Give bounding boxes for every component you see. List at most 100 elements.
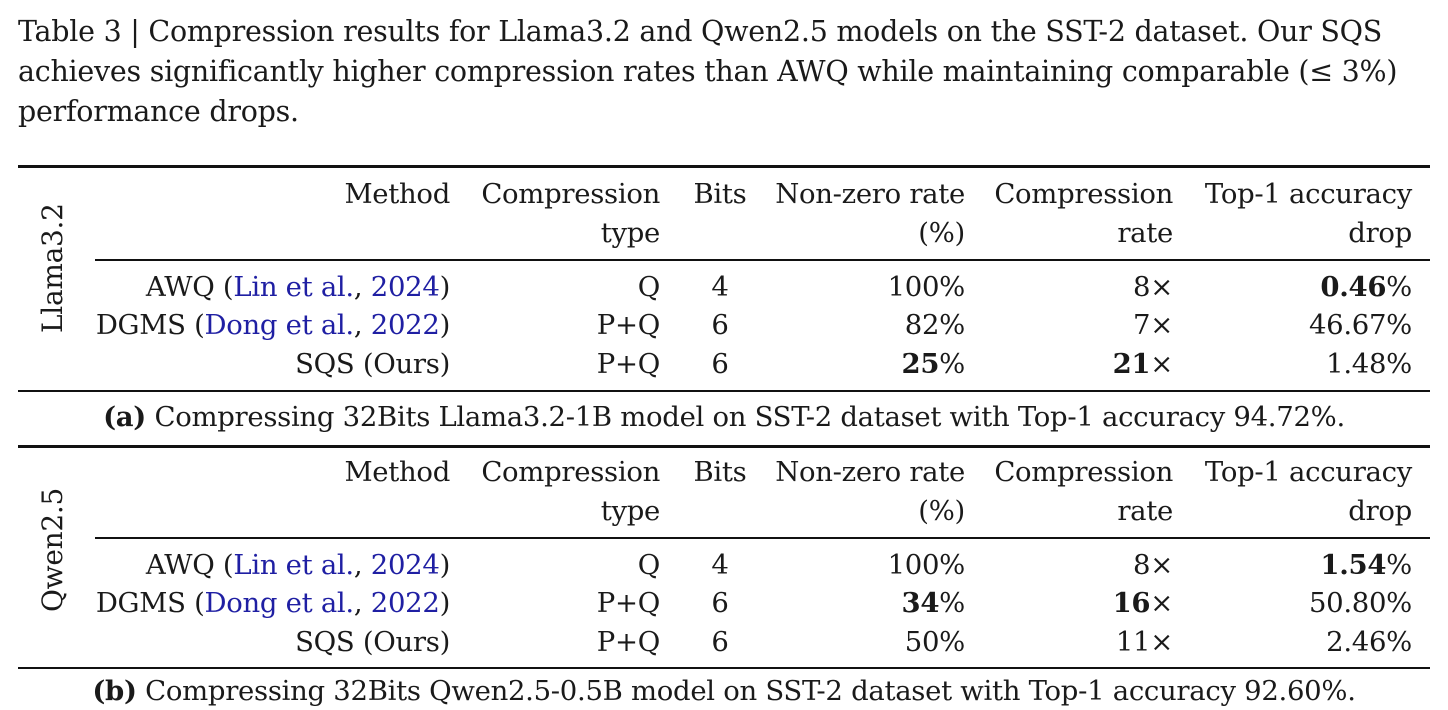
nonzero-rate-value: 100%: [887, 271, 966, 303]
citation-author-link[interactable]: Dong et al.: [204, 587, 355, 619]
header-nonzero-rate: (%): [918, 217, 965, 249]
compression-type-cell: P+Q: [596, 626, 661, 658]
subtable-label: (b): [92, 675, 137, 707]
header-rule: [95, 259, 1430, 261]
accuracy-drop-value: 2.46%: [1326, 626, 1412, 658]
subtable-caption: (a) Compressing 32Bits Llama3.2-1B model…: [18, 398, 1430, 436]
citation-separator: ,: [353, 309, 371, 341]
subtable-text: Compressing 32Bits Qwen2.5-0.5B model on…: [136, 675, 1356, 707]
compression-type-cell: Q: [637, 549, 661, 581]
bits-cell: 6: [711, 587, 729, 619]
accuracy-drop-cell: 1.54%: [1320, 546, 1412, 585]
nonzero-rate-value: 82%: [904, 309, 966, 341]
header-compression-rate: rate: [1117, 217, 1173, 249]
method-name: AWQ (: [145, 271, 234, 303]
method-close-paren: ): [439, 309, 451, 341]
accuracy-drop-cell: 1.48%: [1326, 345, 1412, 384]
nonzero-rate-value: 100%: [887, 549, 966, 581]
header-nonzero-rate: (%): [918, 495, 965, 527]
citation-separator: ,: [353, 587, 371, 619]
method-name: AWQ (: [145, 549, 234, 581]
citation-author-link[interactable]: Dong et al.: [204, 309, 355, 341]
compression-rate-value: ×: [1150, 587, 1173, 619]
compression-rate-cell: 8×: [1133, 268, 1173, 307]
subtable-text: Compressing 32Bits Llama3.2-1B model on …: [146, 401, 1345, 433]
header-compression-rate: rate: [1117, 495, 1173, 527]
accuracy-drop-value: 1.48%: [1326, 348, 1412, 380]
citation-year-link[interactable]: 2022: [370, 309, 440, 341]
header-nonzero-rate: Non-zero rate: [775, 456, 965, 488]
bottom-rule: [18, 390, 1430, 392]
method-cell: DGMS (Dong et al., 2022): [95, 584, 451, 623]
caption-line-3: performance drops.: [18, 95, 299, 128]
header-accuracy-drop: drop: [1348, 217, 1412, 249]
header-compression-rate: Compression: [994, 456, 1173, 488]
compression-type-cell: P+Q: [596, 348, 661, 380]
citation-author-link[interactable]: Lin et al.: [233, 549, 354, 581]
method-name: DGMS (: [95, 587, 205, 619]
compression-rate-value: 7×: [1133, 309, 1173, 341]
header-rule: [95, 537, 1430, 539]
compression-rate-cell: 7×: [1133, 306, 1173, 345]
header-compression-type: Compression: [481, 178, 660, 210]
citation-separator: ,: [353, 549, 371, 581]
nonzero-rate-cell: 34%: [901, 584, 965, 623]
accuracy-drop-cell: 0.46%: [1320, 268, 1412, 307]
method-cell: DGMS (Dong et al., 2022): [96, 306, 451, 345]
method-name: SQS (Ours): [295, 626, 450, 658]
nonzero-rate-bold: 34: [901, 587, 940, 619]
caption-line-2: achieves significantly higher compressio…: [18, 55, 1398, 88]
bottom-rule: [18, 667, 1430, 669]
bits-cell: 4: [711, 549, 729, 581]
method-close-paren: ): [439, 587, 451, 619]
nonzero-rate-value: %: [939, 348, 965, 380]
header-method: Method: [344, 456, 450, 488]
bits-cell: 4: [711, 271, 729, 303]
citation-year-link[interactable]: 2024: [370, 549, 440, 581]
citation-author-link[interactable]: Lin et al.: [233, 271, 354, 303]
nonzero-rate-value: %: [939, 587, 965, 619]
header-nonzero-rate: Non-zero rate: [775, 178, 965, 210]
subtable-caption: (b) Compressing 32Bits Qwen2.5-0.5B mode…: [18, 672, 1430, 710]
citation-year-link[interactable]: 2022: [370, 587, 440, 619]
compression-rate-cell: 21×: [1112, 345, 1174, 384]
bits-cell: 6: [711, 348, 729, 380]
method-cell: AWQ (Lin et al., 2024): [146, 268, 450, 307]
compression-rate-cell: 16×: [1112, 584, 1174, 623]
method-cell: AWQ (Lin et al., 2024): [146, 546, 450, 585]
header-compression-type: type: [600, 495, 661, 527]
compression-rate-cell: 11×: [1116, 623, 1173, 662]
accuracy-drop-value: %: [1386, 271, 1412, 303]
compression-rate-bold: 16: [1112, 587, 1151, 619]
compression-type-cell: Q: [637, 271, 661, 303]
citation-separator: ,: [353, 271, 371, 303]
nonzero-rate-bold: 25: [901, 348, 940, 380]
accuracy-drop-value: 46.67%: [1308, 309, 1412, 341]
nonzero-rate-cell: 25%: [901, 345, 965, 384]
accuracy-drop-cell: 50.80%: [1309, 584, 1412, 623]
method-close-paren: ): [439, 271, 451, 303]
accuracy-drop-cell: 2.46%: [1326, 623, 1412, 662]
caption-line-1: Table 3 | Compression results for Llama3…: [18, 15, 1383, 48]
method-cell: SQS (Ours): [295, 623, 450, 662]
accuracy-drop-bold: 1.54: [1320, 549, 1387, 581]
header-compression-type: Compression: [481, 456, 660, 488]
header-bits: Bits: [693, 178, 747, 210]
method-name: SQS (Ours): [295, 348, 450, 380]
method-cell: SQS (Ours): [295, 345, 450, 384]
header-compression-type: type: [600, 217, 661, 249]
model-label: Qwen2.5: [36, 488, 69, 612]
citation-year-link[interactable]: 2024: [370, 271, 440, 303]
accuracy-drop-cell: 46.67%: [1309, 306, 1412, 345]
header-accuracy-drop: Top-1 accuracy: [1204, 178, 1412, 210]
compression-rate-bold: 21: [1112, 348, 1151, 380]
table-caption: Table 3 | Compression results for Llama3…: [18, 12, 1430, 132]
compression-rate-value: 8×: [1133, 271, 1173, 303]
nonzero-rate-value: 50%: [904, 626, 966, 658]
header-compression-rate: Compression: [994, 178, 1173, 210]
header-accuracy-drop: drop: [1348, 495, 1412, 527]
top-rule: [18, 445, 1430, 448]
compression-rate-value: 8×: [1133, 549, 1173, 581]
subtable-label: (a): [103, 401, 147, 433]
compression-rate-cell: 8×: [1133, 546, 1173, 585]
